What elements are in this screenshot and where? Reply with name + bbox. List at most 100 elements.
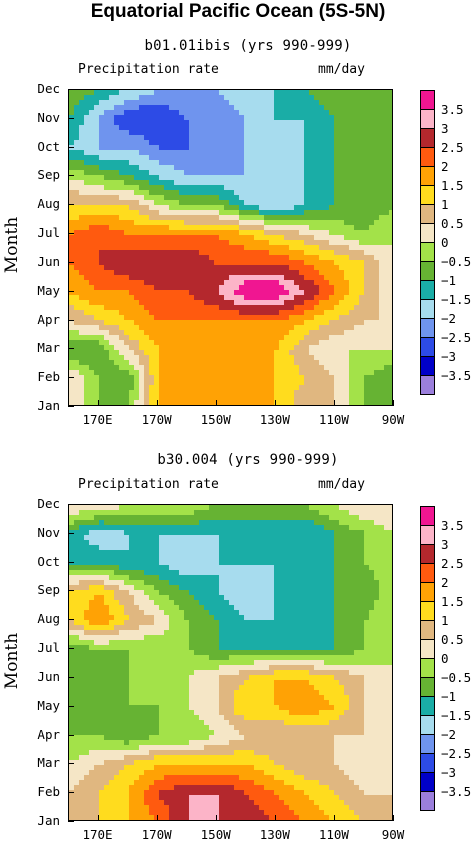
heatmap-cell <box>79 190 85 196</box>
heatmap-cell <box>239 110 245 116</box>
heatmap-cell <box>254 175 260 181</box>
heatmap-cell <box>269 145 275 151</box>
heatmap-cell <box>279 300 285 306</box>
heatmap-cell <box>369 355 375 361</box>
heatmap-cell <box>184 260 190 266</box>
heatmap-cell <box>229 390 235 396</box>
heatmap-cell <box>304 530 310 536</box>
heatmap-cell <box>219 245 225 251</box>
heatmap-cell <box>94 335 100 341</box>
heatmap-cell <box>69 205 75 211</box>
heatmap-cell <box>294 180 300 186</box>
heatmap-cell <box>269 400 275 405</box>
heatmap-cell <box>144 350 150 356</box>
heatmap-cell <box>79 130 85 136</box>
heatmap-cell <box>359 375 365 381</box>
heatmap-cell <box>139 115 145 121</box>
heatmap-cell <box>384 295 390 301</box>
heatmap-cell <box>259 545 265 551</box>
heatmap-cell <box>69 150 75 156</box>
heatmap-cell <box>339 390 345 396</box>
heatmap-cell <box>289 120 295 126</box>
heatmap-cell <box>69 530 75 536</box>
heatmap-cell <box>89 130 95 136</box>
heatmap-cell <box>319 530 325 536</box>
heatmap-cell <box>309 325 315 331</box>
heatmap-cell <box>224 520 230 526</box>
heatmap-cell <box>84 215 90 221</box>
heatmap-cell <box>299 150 305 156</box>
heatmap-cell <box>84 295 90 301</box>
heatmap-cell <box>204 155 210 161</box>
heatmap-cell <box>99 320 105 326</box>
heatmap-cell <box>319 395 325 401</box>
heatmap-cell <box>254 315 260 321</box>
heatmap-cell <box>114 375 120 381</box>
heatmap-cell <box>204 385 210 391</box>
heatmap-cell <box>224 405 230 406</box>
heatmap-cell <box>254 270 260 276</box>
heatmap-cell <box>234 360 240 366</box>
heatmap-cell <box>389 320 392 326</box>
heatmap-cell <box>219 360 225 366</box>
heatmap-cell <box>349 110 355 116</box>
heatmap-cell <box>219 365 225 371</box>
heatmap-cell <box>294 225 300 231</box>
heatmap-cell <box>99 255 105 261</box>
heatmap-cell <box>384 185 390 191</box>
heatmap-cell <box>74 370 80 376</box>
heatmap-cell <box>384 540 390 546</box>
heatmap-cell <box>249 235 255 241</box>
heatmap-cell <box>319 220 325 226</box>
heatmap-cell <box>314 200 320 206</box>
heatmap-cell <box>329 305 335 311</box>
heatmap-cell <box>84 135 90 141</box>
heatmap-cell <box>184 120 190 126</box>
heatmap-cell <box>199 375 205 381</box>
heatmap-cell <box>284 190 290 196</box>
heatmap-cell <box>244 125 250 131</box>
heatmap-cell <box>139 530 145 536</box>
heatmap-cell <box>234 280 240 286</box>
heatmap-cell <box>74 120 80 126</box>
heatmap-cell <box>324 215 330 221</box>
heatmap-cell <box>199 315 205 321</box>
heatmap-cell <box>214 170 220 176</box>
heatmap-cell <box>389 360 392 366</box>
heatmap-cell <box>324 205 330 211</box>
heatmap-cell <box>304 355 310 361</box>
heatmap-cell <box>234 160 240 166</box>
heatmap-cell <box>229 395 235 401</box>
heatmap-cell <box>139 165 145 171</box>
heatmap-cell <box>229 110 235 116</box>
heatmap-cell <box>179 335 185 341</box>
heatmap-cell <box>204 310 210 316</box>
heatmap-cell <box>209 265 215 271</box>
heatmap-cell <box>174 220 180 226</box>
heatmap-cell <box>149 505 155 511</box>
heatmap-cell <box>194 305 200 311</box>
heatmap-cell <box>79 515 85 521</box>
heatmap-cell <box>304 205 310 211</box>
heatmap-cell <box>164 275 170 281</box>
heatmap-cell <box>374 180 380 186</box>
heatmap-cell <box>124 545 130 551</box>
heatmap-cell <box>279 525 285 531</box>
heatmap-cell <box>309 350 315 356</box>
heatmap-cell <box>104 555 110 561</box>
heatmap-cell <box>379 385 385 391</box>
heatmap-cell <box>319 170 325 176</box>
heatmap-cell <box>174 255 180 261</box>
heatmap-cell <box>129 320 135 326</box>
heatmap-cell <box>154 505 160 511</box>
heatmap-cell <box>189 130 195 136</box>
heatmap-cell <box>204 295 210 301</box>
heatmap-cell <box>69 335 75 341</box>
heatmap-cell <box>224 230 230 236</box>
heatmap-cell <box>334 310 340 316</box>
heatmap-cell <box>174 275 180 281</box>
heatmap-cell <box>124 245 130 251</box>
heatmap-cell <box>259 220 265 226</box>
heatmap-cell <box>149 535 155 541</box>
heatmap-cell <box>269 210 275 216</box>
